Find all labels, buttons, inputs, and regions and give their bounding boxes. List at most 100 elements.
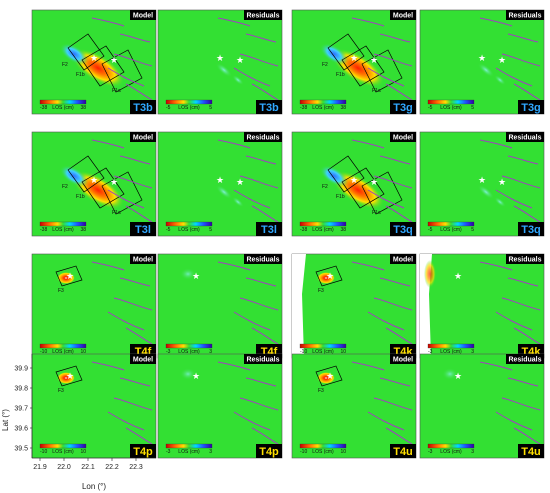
residual-signal: [180, 368, 196, 380]
residual-signal: [494, 74, 506, 86]
panel-header: Model: [133, 13, 153, 20]
epicenter-star-icon: ★: [66, 272, 74, 282]
fault-label: F3: [318, 288, 324, 294]
fault-label: F1b: [76, 72, 85, 78]
fault-trace: [479, 261, 513, 271]
colorbar: [39, 99, 87, 105]
header-box: [130, 254, 156, 264]
epicenter-star-icon: ★: [110, 56, 118, 66]
header-box: [390, 132, 416, 142]
tag-box: [390, 100, 416, 114]
fault-trace: [125, 83, 153, 101]
fault-plane-f3: [315, 265, 343, 287]
axes-layer: Lat (°) Lon (°) 39.9 39.8 39.7 39.6 39.5 21.9…: [1, 354, 156, 491]
fault-trace: [107, 67, 145, 87]
colorbar-unit-label: LOS (cm): [52, 105, 74, 111]
fault-trace: [495, 311, 533, 331]
fault-trace: [501, 53, 541, 67]
colorbar-unit-label: LOS (cm): [178, 227, 200, 233]
tag-box: [130, 444, 156, 458]
colorbar-max-label: 3: [209, 449, 212, 455]
fault-trace: [385, 427, 413, 445]
fault-trace: [119, 155, 151, 165]
header-box: [390, 10, 416, 20]
fault-trace: [367, 189, 405, 209]
colorbar-min-label: -5: [166, 105, 171, 111]
fault-trace: [91, 261, 125, 271]
panel-header: Residuals: [508, 13, 541, 20]
colorbar-min-label: -10: [40, 449, 47, 455]
panel-background: [419, 9, 545, 115]
lon-tick-label: 21.9: [33, 464, 47, 471]
fault-trace: [351, 261, 385, 271]
colorbar-unit-label: LOS (cm): [440, 105, 462, 111]
lat-axis-label: Lat (°): [1, 409, 10, 431]
colorbar-min-label: -5: [428, 105, 433, 111]
panel-header: Residuals: [246, 257, 279, 264]
epicenter-star-icon: ★: [370, 56, 378, 66]
fault-trace: [113, 397, 153, 411]
epicenter-star-icon: ★: [454, 372, 462, 382]
epicenter-star-icon: ★: [90, 54, 98, 64]
panel-tag: T4p: [259, 446, 279, 458]
lon-axis-label: Lon (°): [82, 482, 106, 491]
residual-signal: [215, 184, 233, 200]
panel-header: Residuals: [508, 257, 541, 264]
fault-trace: [479, 139, 513, 149]
fault-label: F1b: [336, 194, 345, 200]
colorbar: [39, 343, 87, 349]
fault-trace: [367, 67, 405, 87]
tag-box: [130, 222, 156, 236]
fault-label: F2: [322, 62, 328, 68]
fault-trace: [239, 297, 279, 311]
fault-trace: [513, 205, 541, 223]
panel-header: Model: [393, 135, 413, 142]
panel-t3l-model: F2 F1b F1a ★ ★ Model T3l -38 LOS (cm) 38: [31, 131, 157, 237]
colorbar: [165, 99, 213, 105]
epicenter-star-icon: ★: [236, 178, 244, 188]
panel-background: [157, 253, 283, 359]
epicenter-star-icon: ★: [216, 176, 224, 186]
colorbar-max-label: 38: [340, 227, 346, 233]
fault-label: F1a: [112, 210, 121, 216]
colorbar-max-label: 5: [209, 105, 212, 111]
panel-background: [291, 253, 417, 359]
fault-trace: [513, 327, 541, 345]
colorbar-min-label: -10: [300, 349, 307, 355]
fault-trace: [479, 361, 513, 371]
colorbar-max-label: 10: [80, 349, 86, 355]
colorbar-max-label: 3: [471, 449, 474, 455]
tag-box: [390, 444, 416, 458]
panel-background: [419, 253, 545, 359]
fault-trace: [217, 361, 251, 371]
colorbar-max-label: 38: [80, 105, 86, 111]
residual-signal: [477, 184, 495, 200]
colorbar: [427, 443, 475, 449]
fault-trace: [239, 175, 279, 189]
fault-trace: [507, 277, 539, 287]
panel-header: Residuals: [246, 13, 279, 20]
fault-trace: [119, 377, 151, 387]
colorbar-min-label: -10: [300, 449, 307, 455]
fault-trace: [495, 411, 533, 431]
residual-signal: [494, 196, 506, 208]
panel-t3q-resid: ★ ★ Residuals T3q -5 LOS (cm) 5: [419, 131, 545, 237]
panel-t3q-model: F2 F1b F1a ★ ★ Model T3q -38 LOS (cm) 38: [291, 131, 417, 237]
colorbar-unit-label: LOS (cm): [440, 349, 462, 355]
colorbar-max-label: 5: [471, 105, 474, 111]
fault-trace: [495, 67, 533, 87]
panel-header: Residuals: [508, 135, 541, 142]
fault-trace: [379, 277, 411, 287]
panel-header: Model: [393, 257, 413, 264]
fault-trace: [495, 189, 533, 209]
subsidence-lobe: [319, 43, 349, 65]
epicenter-star-icon: ★: [350, 54, 358, 64]
panel-t4p-model: F3★ Model T4p -10 LOS (cm) 10: [31, 353, 157, 459]
fault-trace: [107, 411, 145, 431]
panel-t4u-model: F3★ Model T4u -10 LOS (cm) 10: [291, 353, 417, 459]
fault-trace: [501, 175, 541, 189]
colorbar: [299, 443, 347, 449]
panel-background: [419, 353, 545, 459]
fault-trace: [239, 53, 279, 67]
header-box: [390, 354, 416, 364]
